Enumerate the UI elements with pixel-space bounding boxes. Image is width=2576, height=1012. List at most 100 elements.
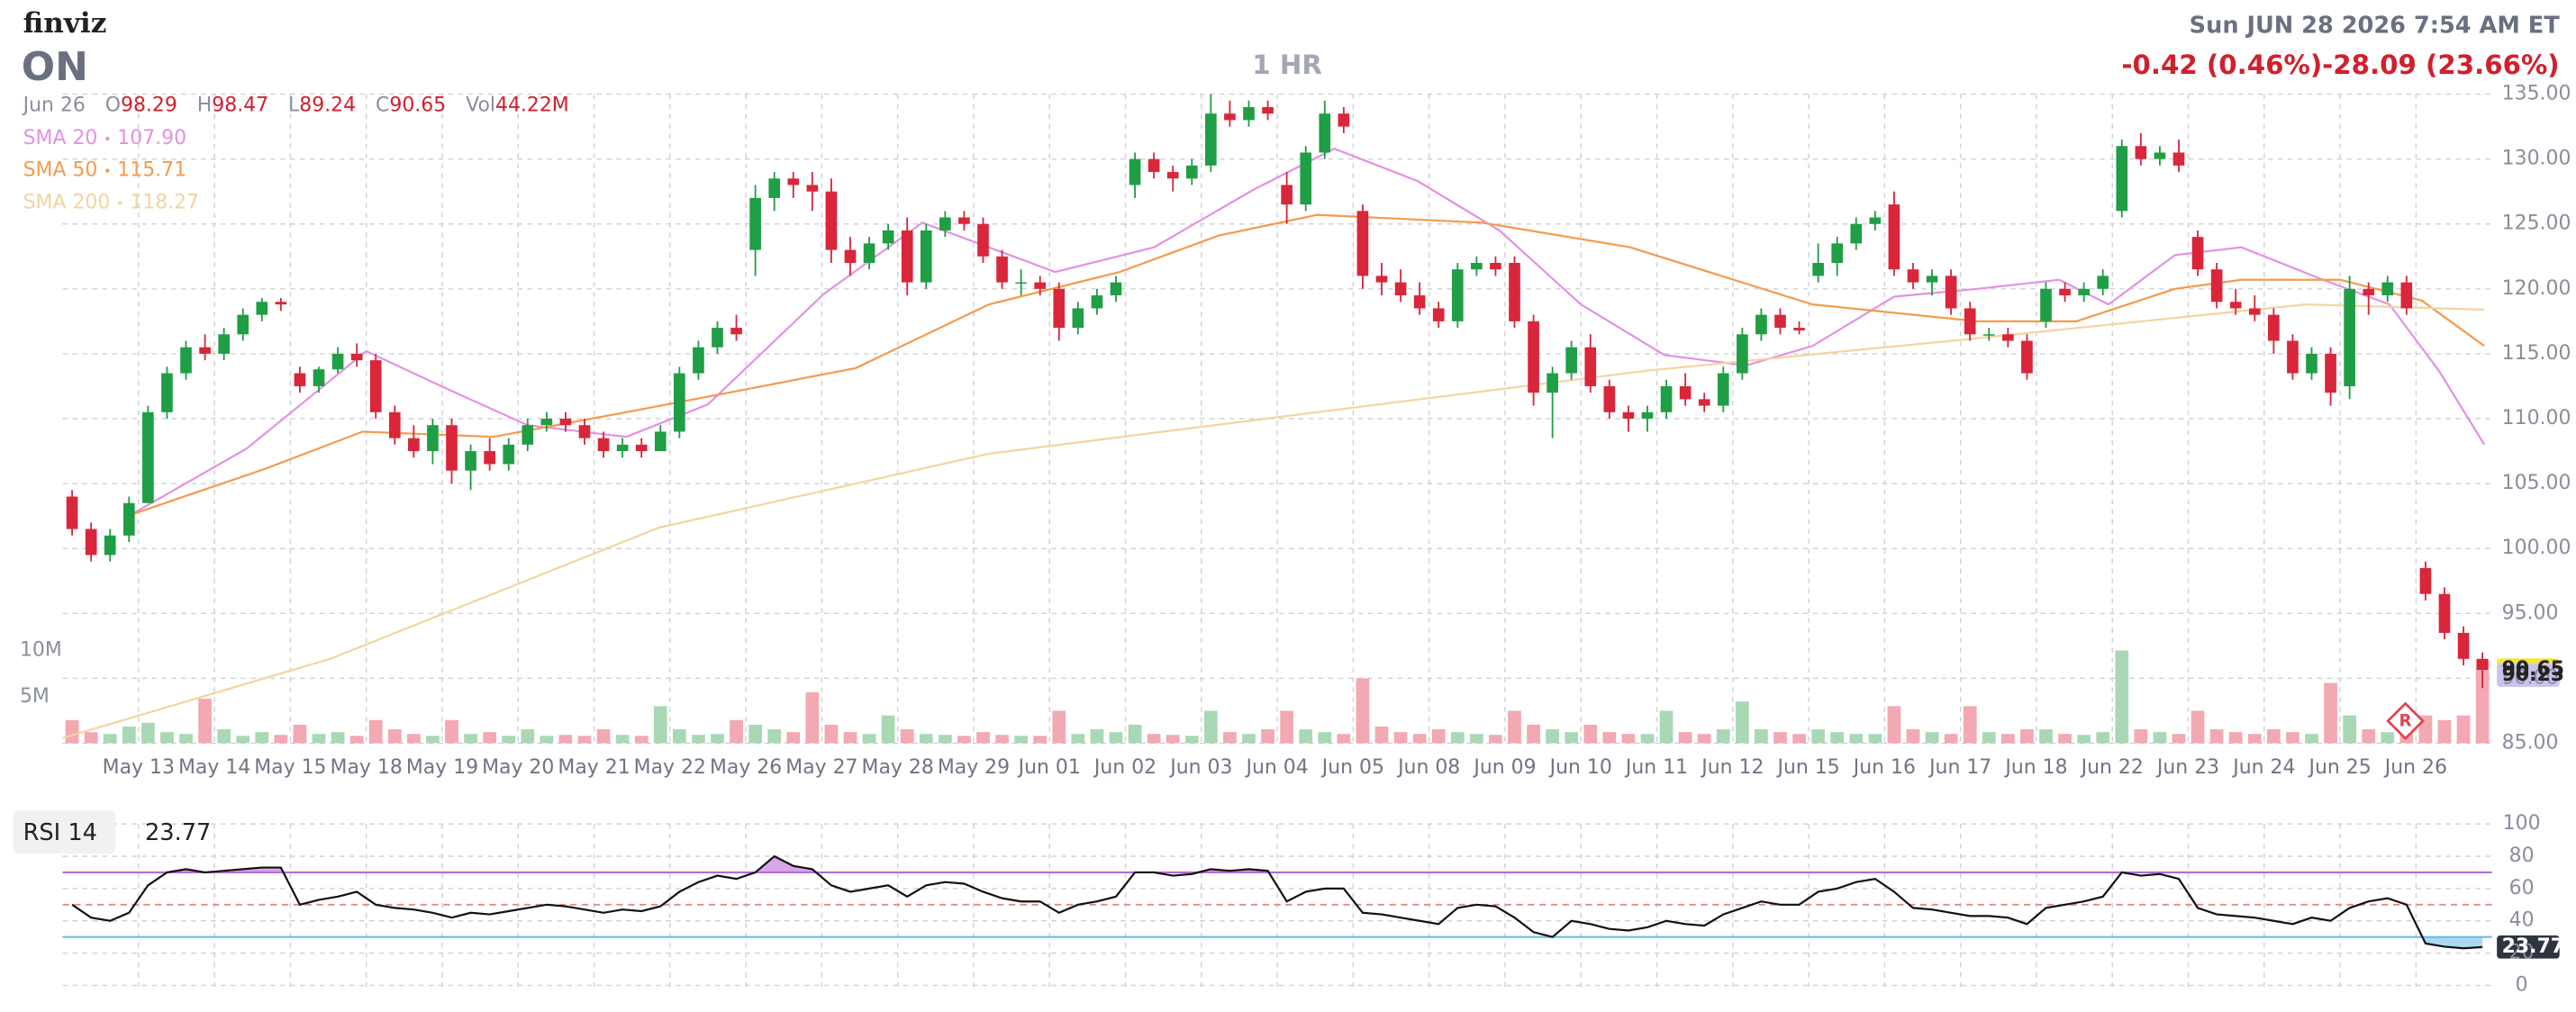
volume-bar bbox=[2286, 732, 2299, 744]
volume-bar bbox=[387, 729, 402, 744]
volume-bar bbox=[293, 724, 307, 744]
x-tick-label: Jun 03 bbox=[1168, 756, 1232, 779]
ohlc-value: 98.29 bbox=[121, 94, 177, 116]
volume-bar bbox=[2000, 734, 2015, 744]
sma-line bbox=[131, 213, 2485, 516]
volume-bar bbox=[406, 734, 421, 744]
candle-body bbox=[161, 373, 173, 412]
candle-body bbox=[1375, 276, 1388, 283]
candle-body bbox=[2400, 282, 2413, 309]
rsi-line bbox=[71, 854, 2483, 950]
candle-body bbox=[806, 185, 819, 192]
candle-body bbox=[2457, 632, 2470, 659]
candle-body bbox=[1907, 269, 1919, 283]
candle-body bbox=[2381, 282, 2394, 296]
y-tick-label: 135.00 bbox=[2502, 83, 2571, 105]
sma-legend-name: SMA 20 bbox=[23, 127, 98, 149]
volume-bar bbox=[1906, 729, 1920, 744]
candle-body bbox=[1319, 113, 1331, 153]
candle-body bbox=[388, 411, 401, 438]
logo[interactable]: finviz bbox=[23, 7, 107, 40]
y-tick-label: 80 bbox=[2509, 845, 2535, 867]
volume-bar bbox=[2039, 729, 2053, 744]
volume-bar bbox=[1792, 734, 1806, 744]
y-tick-label: 60 bbox=[2509, 877, 2535, 899]
candle-body bbox=[1774, 314, 1786, 329]
volume-bar bbox=[1830, 732, 1845, 744]
volume-bar bbox=[2437, 719, 2452, 744]
candle-body bbox=[2229, 302, 2242, 309]
volume-bar bbox=[1755, 729, 1768, 744]
y-tick-label: 100.00 bbox=[2502, 537, 2571, 559]
sma-legend-value: 118.27 bbox=[130, 191, 199, 213]
x-tick-label: May 14 bbox=[178, 756, 250, 779]
candle-body bbox=[768, 178, 781, 198]
volume-bar bbox=[1184, 736, 1199, 744]
volume-bar bbox=[1109, 732, 1123, 744]
volume-bar bbox=[748, 724, 763, 744]
candle-body bbox=[1432, 308, 1445, 321]
candle-body bbox=[958, 217, 970, 224]
candle-body bbox=[1394, 282, 1407, 296]
candle-body bbox=[1072, 308, 1084, 329]
volume-bar bbox=[1849, 734, 1864, 744]
candle-body bbox=[977, 223, 989, 257]
x-tick-label: May 15 bbox=[254, 756, 326, 779]
candle-body bbox=[1755, 314, 1767, 335]
volume-value: 44.22M bbox=[495, 94, 569, 116]
price-tag-label: 90.65 bbox=[2502, 658, 2564, 681]
candle-body bbox=[540, 419, 553, 426]
candle-body bbox=[522, 425, 534, 445]
ohlc-value: 89.24 bbox=[299, 94, 356, 116]
volume-bar bbox=[426, 736, 440, 744]
volume-bar bbox=[368, 719, 383, 744]
candle-body bbox=[1110, 282, 1122, 296]
ohlc-label: O bbox=[105, 94, 121, 116]
volume-bar bbox=[160, 732, 174, 744]
x-tick-label: Jun 12 bbox=[1700, 756, 1764, 779]
candle-body bbox=[2172, 152, 2185, 166]
y-tick-label: 105.00 bbox=[2502, 472, 2571, 494]
candle-body bbox=[275, 302, 287, 305]
volume-bar bbox=[2191, 710, 2205, 744]
candle-body bbox=[1869, 217, 1882, 224]
candle-body bbox=[350, 353, 363, 361]
volume-bar bbox=[2020, 729, 2034, 744]
candle-body bbox=[578, 425, 591, 438]
candle-body bbox=[1717, 373, 1729, 406]
y-tick-label: 85.00 bbox=[2502, 731, 2559, 754]
timeframe[interactable]: 1 HR bbox=[1252, 50, 1322, 80]
volume-bar bbox=[919, 734, 933, 744]
volume-bar bbox=[1602, 732, 1617, 744]
event-icon[interactable]: R bbox=[2386, 701, 2425, 741]
x-tick-label: Jun 09 bbox=[1472, 756, 1536, 779]
x-tick-label: May 27 bbox=[785, 756, 857, 779]
candle-body bbox=[1926, 276, 1938, 283]
candle-body bbox=[2210, 269, 2223, 303]
volume-bar bbox=[824, 724, 839, 744]
change-total: -28.09 (23.66%) bbox=[2322, 50, 2560, 80]
volume-bar bbox=[1166, 735, 1180, 744]
volume-bar bbox=[2153, 732, 2167, 744]
volume-bar bbox=[634, 736, 649, 744]
x-tick-label: Jun 15 bbox=[1776, 756, 1840, 779]
candle-body bbox=[1451, 269, 1464, 321]
candle-body bbox=[844, 249, 857, 263]
volume-bar bbox=[653, 706, 667, 744]
event-diamond[interactable] bbox=[2386, 701, 2425, 741]
volume-bar bbox=[1546, 729, 1560, 744]
volume-bar bbox=[1735, 701, 1749, 744]
volume-bar bbox=[2058, 734, 2072, 744]
volume-bar bbox=[217, 729, 231, 744]
sma-line bbox=[62, 303, 2485, 739]
volume-tick-label: 10M bbox=[20, 639, 62, 662]
candle-body bbox=[1338, 113, 1350, 127]
candle-body bbox=[2344, 288, 2355, 386]
volume-bar bbox=[2362, 729, 2376, 744]
ticker: ON bbox=[22, 44, 88, 90]
candle-body bbox=[674, 373, 685, 432]
volume-bar bbox=[2172, 734, 2186, 744]
volume-bar bbox=[1393, 732, 1408, 744]
volume-bar bbox=[1887, 706, 1901, 744]
volume-bar bbox=[1203, 710, 1218, 744]
